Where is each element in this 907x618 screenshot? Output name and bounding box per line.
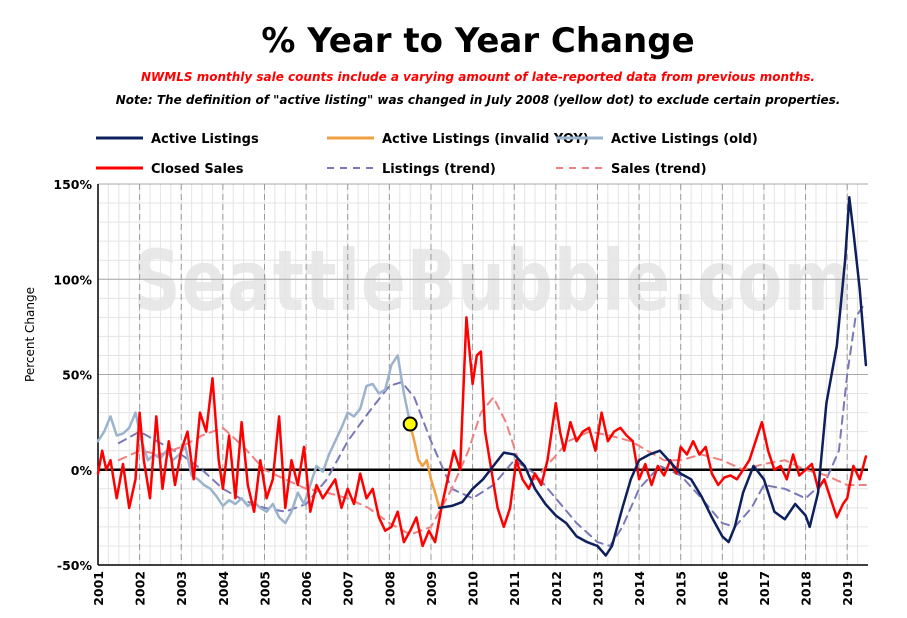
y-tick-label: -50% [57,558,93,573]
x-tick-label: 2019 [840,571,855,606]
x-tick-label: 2005 [257,571,272,606]
x-tick-label: 2018 [799,571,814,606]
chart-title: % Year to Year Change [261,21,694,61]
x-tick-label: 2012 [549,571,564,606]
x-tick-label: 2013 [590,571,605,606]
series-line-active [438,196,868,557]
x-tick-label: 2008 [382,571,397,606]
series-line-sales-trend [117,396,867,536]
chart-legend: Active Listings Active Listings (invalid … [96,132,758,177]
x-tick-label: 2014 [632,571,647,606]
x-tick-label: 2003 [174,571,189,606]
legend-label: Listings (trend) [382,162,496,177]
y-tick-label: 0% [71,463,93,478]
x-tick-label: 2016 [715,571,730,606]
x-tick-label: 2015 [674,571,689,606]
series-line-listings-trend [117,301,867,547]
legend-label: Active Listings (invalid YOY) [382,132,589,147]
y-tick-label: 150% [53,177,92,192]
y-tick-label: 100% [53,272,92,287]
x-tick-label: 2010 [466,571,481,606]
x-tick-label: 2001 [91,571,106,606]
plot-area: SeattleBubble.com 150% 100% 50% 0% -50%2001 20… [23,177,868,606]
x-tick-label: 2006 [299,571,314,606]
x-tick-label: 2017 [757,571,772,606]
legend-label: Active Listings [151,132,259,147]
legend-label: Closed Sales [151,162,244,177]
series-line-closed [96,316,868,548]
chart-note-definition: Note: The definition of "active listing"… [116,93,841,107]
highlight-point [402,416,418,432]
x-tick-label: 2009 [424,571,439,606]
x-tick-label: 2011 [507,571,522,606]
legend-label: Sales (trend) [611,162,707,177]
y-axis-title: Percent Change [23,287,37,382]
x-tick-label: 2007 [341,571,356,606]
x-tick-label: 2004 [216,571,231,606]
series-line-invalid [408,422,441,510]
watermark-text: SeattleBubble.com [133,232,853,330]
legend-label: Active Listings (old) [611,132,758,147]
x-tick-label: 2002 [133,571,148,606]
chart-note-sales: NWMLS monthly sale counts include a vary… [141,70,815,84]
y-tick-label: 50% [62,368,92,383]
